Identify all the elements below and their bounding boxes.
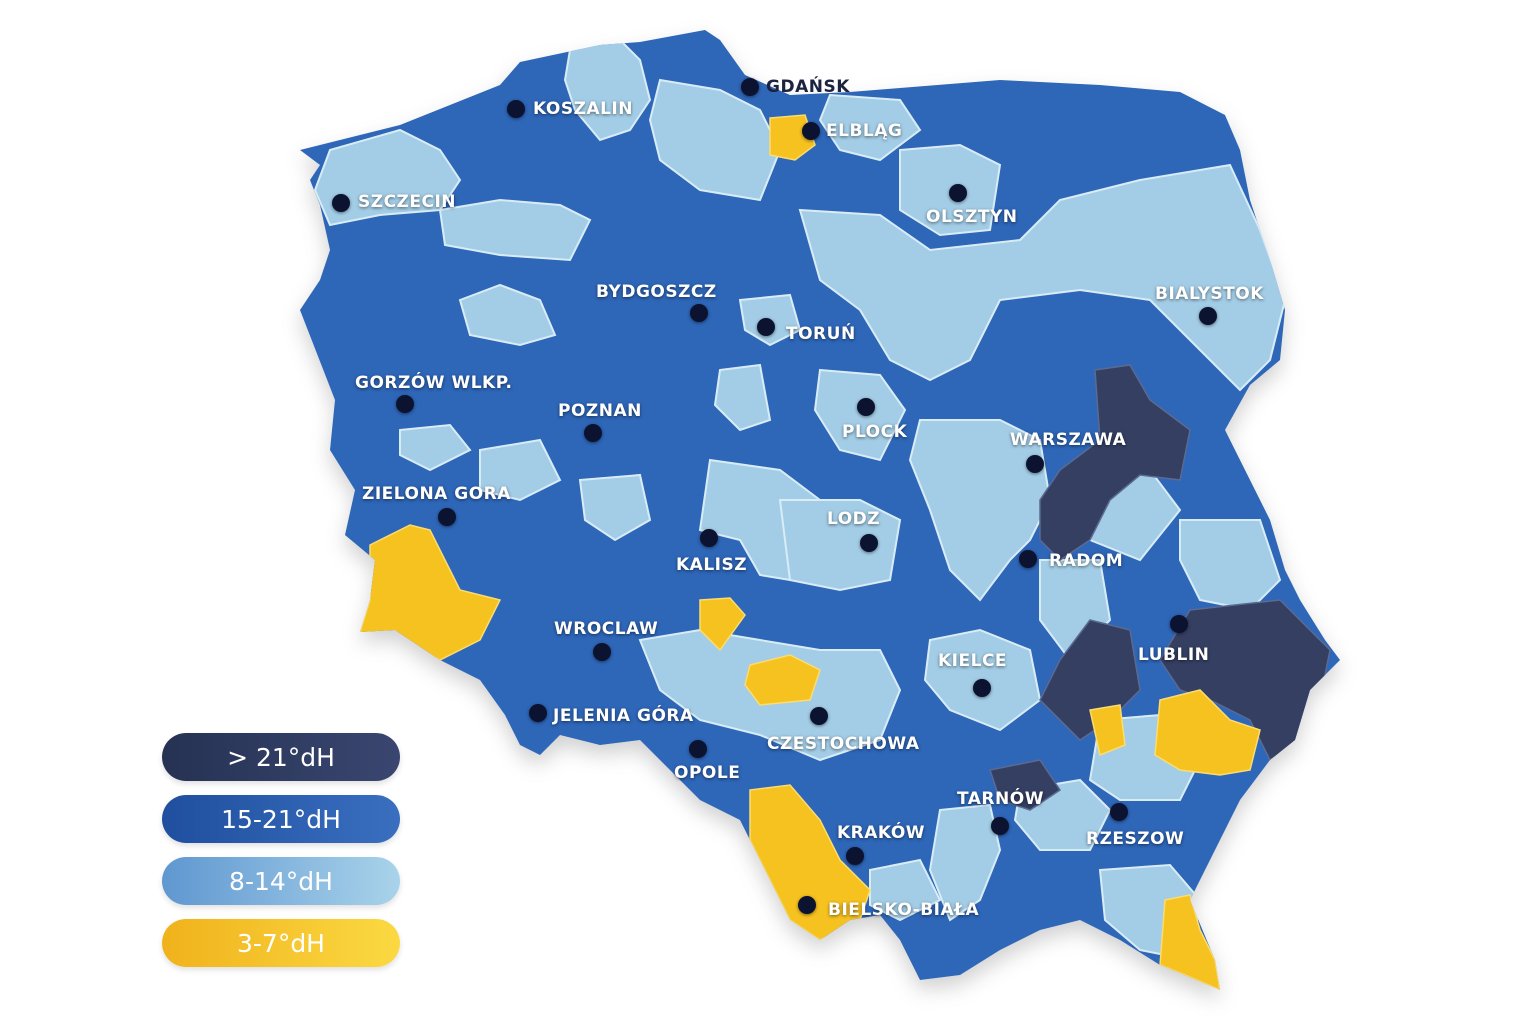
hardness-legend: > 21°dH 15-21°dH 8-14°dH 3-7°dH: [162, 733, 400, 981]
city-dot-koszalin: [507, 100, 525, 118]
city-label-zielona-gora: ZIELONA GORA: [362, 484, 511, 504]
city-dot-zielona-gora: [438, 508, 456, 526]
city-dot-lodz: [860, 534, 878, 552]
city-label-rzeszow: RZESZOW: [1086, 829, 1185, 849]
city-label-plock: PLOCK: [842, 422, 908, 442]
city-label-warszawa: WARSZAWA: [1010, 430, 1127, 450]
city-label-koszalin: KOSZALIN: [533, 99, 633, 119]
city-dot-jelenia-gora: [529, 704, 547, 722]
city-label-opole: OPOLE: [674, 763, 741, 783]
city-dot-wroclaw: [593, 643, 611, 661]
city-label-czestochowa: CZESTOCHOWA: [767, 734, 920, 754]
city-dot-bielsko-biala: [798, 896, 816, 914]
city-dot-radom: [1019, 550, 1037, 568]
legend-item-medium: 8-14°dH: [162, 857, 400, 905]
legend-label: > 21°dH: [227, 742, 335, 772]
city-dot-tarnow: [991, 817, 1009, 835]
city-label-jelenia-gora: JELENIA GÓRA: [553, 706, 694, 726]
city-label-lublin: LUBLIN: [1138, 645, 1210, 665]
city-label-poznan: POZNAN: [558, 401, 642, 421]
city-dot-kalisz: [700, 529, 718, 547]
city-label-wroclaw: WROCLAW: [554, 619, 659, 639]
city-dot-rzeszow: [1110, 803, 1128, 821]
city-label-lodz: LODZ: [827, 509, 881, 529]
city-dot-bydgoszcz: [690, 304, 708, 322]
city-label-kielce: KIELCE: [938, 651, 1008, 671]
city-dot-czestochowa: [810, 707, 828, 725]
city-dot-torun: [757, 318, 775, 336]
legend-item-soft: 3-7°dH: [162, 919, 400, 967]
city-dot-warszawa: [1026, 455, 1044, 473]
city-dot-gorzow: [396, 395, 414, 413]
regions-very-hard: [989, 364, 1331, 811]
regions-soft: [359, 114, 1261, 990]
city-label-gorzow: GORZÓW WLKP.: [355, 373, 513, 393]
city-label-radom: RADOM: [1049, 551, 1124, 571]
city-label-olsztyn: OLSZTYN: [926, 207, 1018, 227]
city-dot-kielce: [973, 679, 991, 697]
city-label-gdansk: GDAŃSK: [766, 77, 850, 97]
city-dot-plock: [857, 398, 875, 416]
city-dot-szczecin: [332, 194, 350, 212]
legend-label: 8-14°dH: [229, 866, 333, 896]
city-dot-poznan: [584, 424, 602, 442]
legend-item-very-hard: > 21°dH: [162, 733, 400, 781]
city-label-elblag: ELBLĄG: [826, 121, 903, 141]
city-label-bydgoszcz: BYDGOSZCZ: [596, 282, 717, 302]
city-dot-bialystok: [1199, 307, 1217, 325]
legend-item-hard: 15-21°dH: [162, 795, 400, 843]
city-label-szczecin: SZCZECIN: [358, 192, 457, 212]
city-label-kalisz: KALISZ: [676, 555, 748, 575]
legend-label: 15-21°dH: [221, 804, 341, 834]
city-label-krakow: KRAKÓW: [837, 823, 926, 843]
city-dot-gdansk: [741, 78, 759, 96]
city-dot-opole: [689, 740, 707, 758]
city-dot-elblag: [802, 122, 820, 140]
city-label-torun: TORUŃ: [786, 324, 856, 344]
city-dot-krakow: [846, 847, 864, 865]
city-dot-olsztyn: [949, 184, 967, 202]
legend-label: 3-7°dH: [236, 928, 325, 958]
city-dot-lublin: [1170, 615, 1188, 633]
city-label-bialystok: BIALYSTOK: [1155, 284, 1264, 304]
city-label-bielsko-biala: BIELSKO-BIAŁA: [828, 900, 980, 920]
city-label-tarnow: TARNÓW: [957, 789, 1044, 809]
